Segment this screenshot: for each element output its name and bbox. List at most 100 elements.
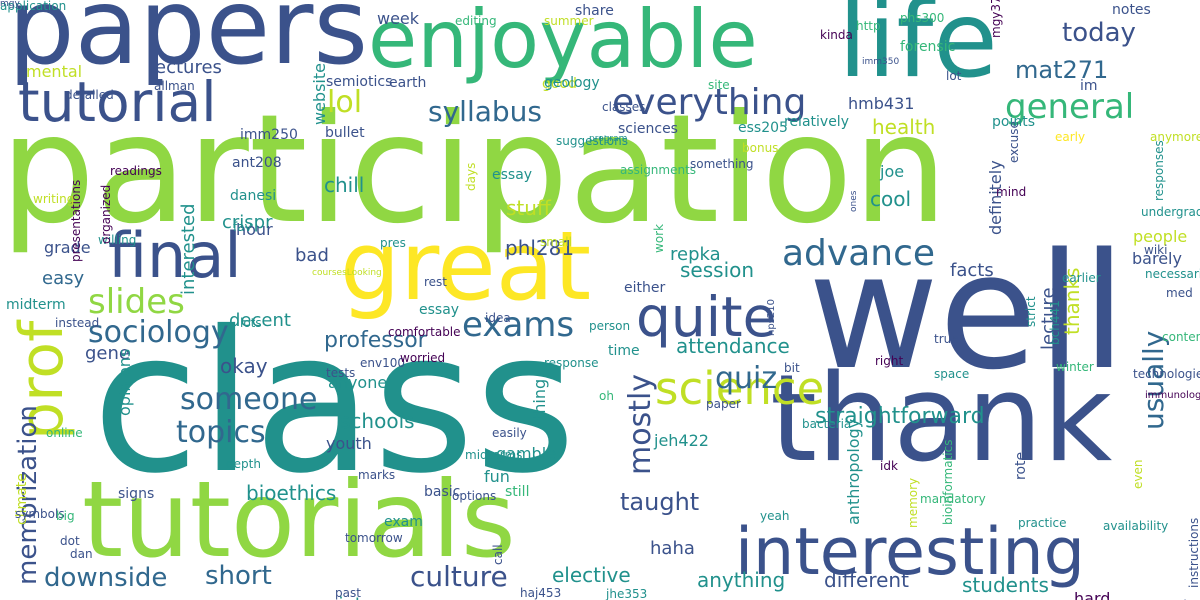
word-enjoyable: enjoyable: [368, 0, 758, 86]
word-person: person: [589, 319, 631, 333]
word-easy: easy: [42, 268, 85, 289]
word-bioinformatics: bioinformatics: [941, 439, 955, 525]
word-anyone: anyone: [328, 373, 388, 392]
word-good: good: [542, 76, 577, 92]
word-immunologies: immunologies: [1145, 390, 1200, 401]
word-basic: basic: [424, 484, 461, 500]
word-people: people: [1133, 227, 1188, 246]
word-time: time: [608, 343, 640, 359]
word-dan: dan: [70, 547, 93, 561]
word-even: even: [1131, 459, 1145, 489]
word-week: week: [377, 9, 420, 28]
word-mental: mental: [26, 62, 83, 81]
word-responses: responses: [1152, 140, 1166, 201]
word-ess205: ess205: [738, 120, 788, 136]
word-website: website: [310, 63, 329, 125]
word-papers: papers: [8, 0, 369, 88]
word-mgy: mgy: [0, 0, 20, 9]
word-everything: everything: [612, 82, 807, 123]
word-taught: taught: [620, 488, 700, 516]
word-health: health: [872, 115, 936, 139]
word-gene: gene: [85, 343, 130, 364]
word-earlier: earlier: [1062, 271, 1101, 285]
word-haha: haha: [650, 538, 695, 559]
word-chill: chill: [324, 173, 365, 197]
word-lol: lol: [327, 85, 363, 120]
word-big: big: [56, 509, 75, 523]
word-fav: fav: [233, 220, 252, 234]
word-midterm: midterm: [6, 297, 66, 313]
word-yeah: yeah: [760, 509, 790, 523]
word-excuse: excuse: [1007, 121, 1021, 163]
word-exam: exam: [384, 514, 423, 530]
word-forensic: forensic: [900, 39, 956, 55]
word-call: call: [491, 544, 505, 565]
word-im: im: [1080, 78, 1098, 94]
word-paper: paper: [706, 397, 741, 411]
word-availability: availability: [1103, 519, 1169, 533]
word-symbols: symbols: [15, 507, 65, 521]
word-content: content: [1162, 330, 1200, 344]
word-technologies: technologies: [1133, 367, 1200, 381]
word-hmb431: hmb431: [848, 94, 915, 113]
word-ones: ones: [849, 190, 859, 212]
word-well: well: [808, 218, 1127, 405]
word-interesting: interesting: [735, 515, 1085, 590]
word-depth: depth: [226, 457, 261, 471]
word-jhe353: jhe353: [606, 587, 648, 600]
word-syllabus: syllabus: [428, 95, 542, 128]
word-notes: notes: [1112, 2, 1151, 18]
word-phs300: phs300: [900, 11, 945, 25]
word-right: right: [875, 354, 904, 368]
word-lectures: lectures: [150, 57, 222, 78]
word-repka: repka: [670, 244, 721, 265]
word-bit: bit: [784, 361, 800, 375]
word-thank: thank: [770, 350, 1113, 489]
word-response: response: [544, 356, 599, 370]
word-true: true: [934, 332, 959, 346]
word-rote: rote: [1013, 451, 1029, 480]
word-slides: slides: [88, 282, 185, 322]
word-facts: facts: [950, 260, 994, 281]
word-bullet: bullet: [325, 125, 365, 141]
word-past: past: [335, 586, 361, 600]
word-either: either: [624, 280, 666, 296]
word-straightforward: straightforward: [815, 404, 985, 429]
word-imm350: imm350: [862, 57, 900, 67]
word-small: small: [540, 235, 572, 249]
word-detailed: detailed: [65, 88, 114, 102]
word-days: days: [464, 162, 478, 191]
word-bch441: bch441: [1048, 300, 1062, 345]
word-oh: oh: [599, 389, 614, 403]
word-anymore: anymore: [1150, 130, 1200, 144]
word-bioethics: bioethics: [246, 481, 337, 505]
word-instructions: instructions: [1187, 517, 1200, 588]
word-quite: quite: [636, 285, 777, 349]
word-strict: strict: [1024, 296, 1038, 327]
word-lot: lot: [946, 69, 962, 83]
word-midterms: midterms: [465, 448, 523, 462]
word-idea: idea: [485, 311, 511, 325]
word-barely: barely: [1132, 249, 1182, 268]
word-culture: culture: [410, 560, 508, 593]
word-jeh422: jeh422: [654, 431, 709, 450]
word-great: great: [340, 212, 592, 322]
word-pres: pres: [380, 236, 406, 250]
word-application: application: [0, 0, 67, 13]
word-elective: elective: [552, 563, 631, 587]
word-options: options: [452, 489, 497, 503]
word-allman: allman: [154, 79, 195, 93]
word-dot: dot: [60, 534, 80, 548]
word-youth: youth: [326, 434, 372, 453]
word-readings: readings: [110, 164, 162, 178]
word-easily: easily: [492, 426, 527, 440]
word-classes: classes: [602, 100, 646, 114]
word-anthropology: anthropology: [844, 418, 863, 525]
word-practice: practice: [1018, 516, 1067, 530]
word-earth: earth: [389, 75, 427, 91]
word-idk: idk: [880, 459, 898, 473]
word-general: general: [1005, 87, 1135, 127]
word-mat271: mat271: [1015, 56, 1109, 84]
word-stuff: stuff: [506, 196, 551, 220]
word-comfortable: comfortable: [388, 325, 461, 339]
